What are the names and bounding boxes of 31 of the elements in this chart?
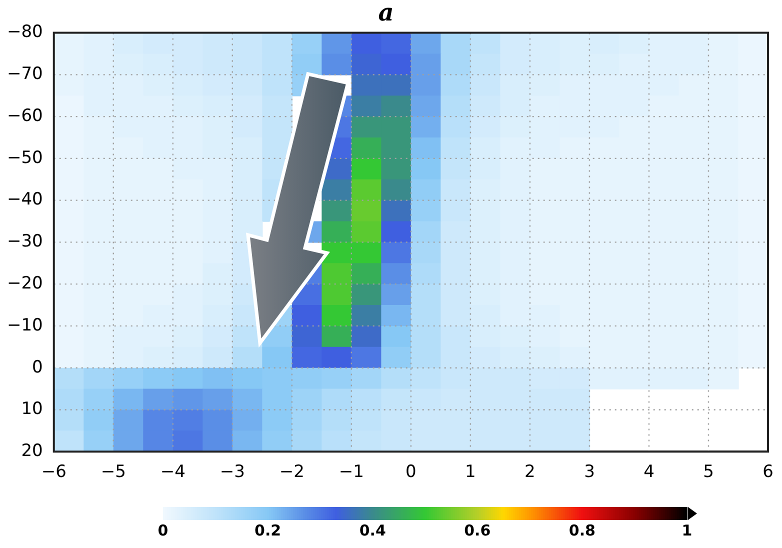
y-tick-label: −80: [6, 22, 43, 42]
color-bar-label: 0.8: [568, 521, 596, 540]
x-tick-label: 0: [406, 462, 416, 482]
y-tick-label: −60: [6, 106, 43, 126]
y-tick-label: −40: [6, 190, 43, 210]
color-bar-label: 1: [682, 521, 692, 540]
y-tick-label: −20: [6, 274, 43, 294]
x-tick-label: 3: [584, 462, 595, 482]
color-bar-label: 0: [158, 521, 168, 540]
x-tick-label: 2: [524, 462, 536, 482]
x-tick-label: 5: [703, 462, 714, 482]
x-tick-label: −5: [100, 462, 126, 482]
x-tick-label: 4: [644, 462, 654, 482]
y-tick-label: −50: [6, 148, 43, 168]
y-tick-label: 10: [21, 399, 43, 420]
x-tick-label: 1: [465, 462, 476, 482]
x-tick-label: −3: [220, 462, 245, 482]
x-tick-label: −4: [160, 462, 186, 482]
color-bar-label: 0.2: [254, 521, 282, 540]
y-tick-label: −70: [6, 64, 43, 84]
y-tick-label: 0: [32, 357, 43, 378]
y-tick-label: −10: [6, 315, 43, 336]
color-bar-label: 0.6: [464, 521, 491, 540]
y-tick-label: −30: [6, 232, 43, 252]
x-tick-label: −2: [279, 462, 304, 482]
x-tick-label: 6: [762, 462, 774, 482]
x-tick-label: −1: [338, 462, 364, 482]
color-bar-label: 0.4: [359, 521, 386, 540]
x-tick-label: −6: [41, 462, 66, 482]
y-tick-label: 20: [21, 441, 43, 462]
chart-title: a: [378, 0, 394, 27]
